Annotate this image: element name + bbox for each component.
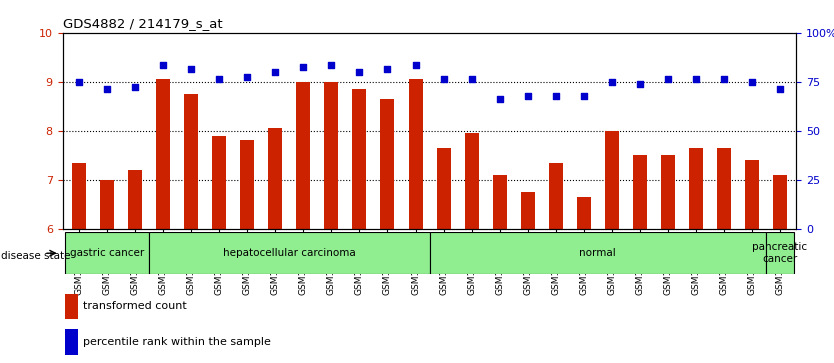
Bar <box>772 175 786 229</box>
Bar <box>157 79 170 229</box>
Bar <box>689 148 702 229</box>
Point <box>353 69 366 75</box>
Point <box>213 76 226 82</box>
Bar <box>128 170 143 229</box>
Bar <box>240 140 254 229</box>
Bar <box>65 294 78 319</box>
Bar <box>576 197 590 229</box>
Point <box>128 83 142 89</box>
Point <box>73 79 86 85</box>
Text: disease state: disease state <box>1 251 70 261</box>
Point <box>185 66 198 72</box>
Bar <box>65 232 149 274</box>
Point <box>101 86 114 92</box>
Text: hepatocellular carcinoma: hepatocellular carcinoma <box>223 248 356 258</box>
Point <box>521 94 535 99</box>
Point <box>605 79 618 85</box>
Text: gastric cancer: gastric cancer <box>70 248 144 258</box>
Bar <box>269 128 283 229</box>
Point <box>157 62 170 68</box>
Point <box>745 79 758 85</box>
Bar <box>184 94 198 229</box>
Point <box>269 69 282 75</box>
Bar <box>296 82 310 229</box>
Text: transformed count: transformed count <box>83 301 187 311</box>
Bar <box>149 232 430 274</box>
Bar <box>745 160 759 229</box>
Bar <box>766 232 794 274</box>
Point <box>717 76 731 82</box>
Bar <box>73 163 87 229</box>
Point <box>661 76 674 82</box>
Bar <box>430 232 766 274</box>
Point <box>324 62 338 68</box>
Point <box>633 81 646 87</box>
Point <box>381 66 394 72</box>
Bar <box>213 135 226 229</box>
Point <box>241 74 254 79</box>
Bar <box>436 148 450 229</box>
Bar <box>65 330 78 355</box>
Bar <box>633 155 646 229</box>
Point <box>465 76 478 82</box>
Bar <box>100 180 114 229</box>
Bar <box>605 131 619 229</box>
Text: percentile rank within the sample: percentile rank within the sample <box>83 337 271 347</box>
Text: GDS4882 / 214179_s_at: GDS4882 / 214179_s_at <box>63 17 222 30</box>
Bar <box>520 192 535 229</box>
Bar <box>661 155 675 229</box>
Point <box>437 76 450 82</box>
Point <box>409 62 422 68</box>
Point <box>493 96 506 102</box>
Point <box>549 94 562 99</box>
Text: pancreatic
cancer: pancreatic cancer <box>752 242 807 264</box>
Bar <box>353 89 366 229</box>
Bar <box>380 99 394 229</box>
Point <box>297 64 310 70</box>
Bar <box>493 175 506 229</box>
Point <box>773 86 786 92</box>
Bar <box>716 148 731 229</box>
Bar <box>549 163 563 229</box>
Point <box>577 94 590 99</box>
Bar <box>465 133 479 229</box>
Bar <box>409 79 423 229</box>
Point <box>689 76 702 82</box>
Bar <box>324 82 339 229</box>
Text: normal: normal <box>579 248 616 258</box>
